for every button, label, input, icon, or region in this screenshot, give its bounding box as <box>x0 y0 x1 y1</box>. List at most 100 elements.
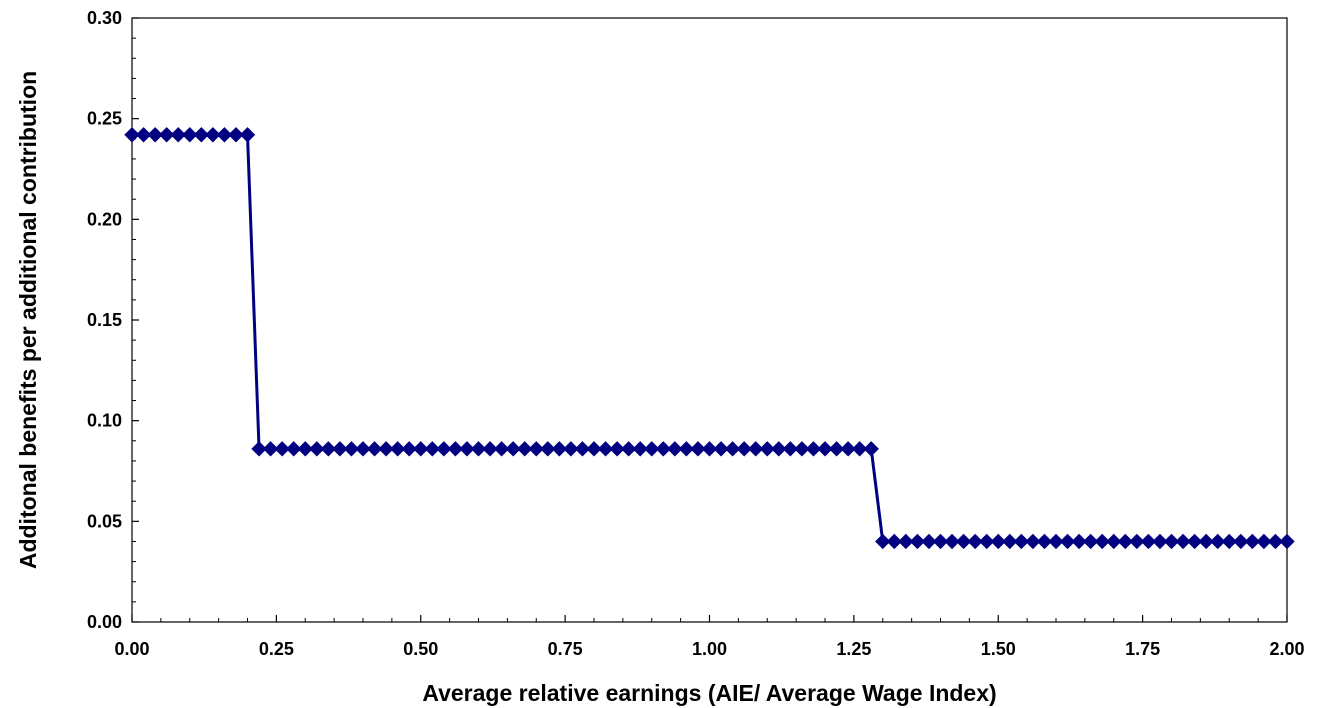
data-point-marker <box>563 441 579 457</box>
y-axis: 0.00 0.05 0.10 0.15 0.20 0.25 0.30 <box>87 8 139 632</box>
data-point-marker <box>898 533 914 550</box>
data-point-marker <box>932 533 949 550</box>
x-tick-label: 0.00 <box>114 639 149 659</box>
data-point-marker <box>1059 533 1076 550</box>
data-point-marker <box>967 533 983 550</box>
data-point-marker <box>366 441 383 457</box>
data-point-marker <box>424 441 441 457</box>
x-tick-label: 2.00 <box>1269 639 1304 659</box>
data-point-marker <box>459 441 475 457</box>
data-point-marker <box>309 441 325 457</box>
data-point-marker <box>182 127 198 143</box>
data-point-marker <box>505 441 521 457</box>
x-tick-label: 0.25 <box>259 639 294 659</box>
x-axis: 0.00 0.25 0.50 0.75 1.00 1.25 1.50 1.75 2.00 <box>114 615 1305 659</box>
data-point-marker <box>747 441 764 457</box>
data-point-marker <box>147 127 163 143</box>
x-axis-title: Average relative earnings (AIE/ Average … <box>422 680 996 706</box>
data-point-marker <box>1036 533 1053 550</box>
data-point-marker <box>528 441 544 457</box>
data-point-marker <box>470 441 487 457</box>
data-point-marker <box>216 127 233 143</box>
x-tick-label: 1.00 <box>692 639 727 659</box>
x-tick-label: 1.75 <box>1125 639 1160 659</box>
data-point-marker <box>436 441 452 457</box>
data-point-marker <box>1117 533 1134 550</box>
data-point-marker <box>262 441 279 457</box>
data-point-marker <box>482 441 498 457</box>
data-point-marker <box>863 441 879 457</box>
data-point-marker <box>1082 533 1099 550</box>
data-point-marker <box>1267 533 1284 550</box>
y-tick-label: 0.05 <box>87 511 122 531</box>
data-point-marker <box>516 441 533 457</box>
data-point-marker <box>1209 533 1226 550</box>
data-point-marker <box>205 127 221 143</box>
data-point-marker <box>840 441 856 457</box>
data-point-marker <box>1025 533 1041 550</box>
data-point-marker <box>1279 533 1295 550</box>
data-point-marker <box>1256 533 1272 550</box>
data-point-marker <box>285 441 302 457</box>
data-point-marker <box>228 127 244 143</box>
data-point-marker <box>320 441 337 457</box>
data-point-marker <box>355 441 371 457</box>
y-tick-label: 0.20 <box>87 209 122 229</box>
data-point-marker <box>690 441 706 457</box>
data-point-marker <box>805 441 822 457</box>
data-point-marker <box>1129 533 1145 550</box>
data-point-marker <box>1244 533 1261 550</box>
data-point-marker <box>401 441 417 457</box>
data-point-marker <box>239 127 256 143</box>
data-point-marker <box>978 533 995 550</box>
y-tick-label: 0.15 <box>87 310 122 330</box>
data-point-marker <box>124 127 140 143</box>
data-point-marker <box>332 441 348 457</box>
data-point-marker <box>667 441 683 457</box>
data-point-marker <box>493 441 510 457</box>
data-point-marker <box>586 441 602 457</box>
data-point-marker <box>1175 533 1191 550</box>
y-tick-label: 0.10 <box>87 411 122 431</box>
x-tick-label: 1.25 <box>836 639 871 659</box>
data-point-marker <box>724 441 741 457</box>
data-point-marker <box>551 441 568 457</box>
data-point-marker <box>817 441 833 457</box>
data-point-marker <box>609 441 625 457</box>
data-point-marker <box>597 441 614 457</box>
data-point-marker <box>1002 533 1018 550</box>
data-point-marker <box>1048 533 1064 550</box>
data-point-marker <box>135 127 152 143</box>
data-point-marker <box>158 127 175 143</box>
data-point-marker <box>1140 533 1157 550</box>
data-point-marker <box>678 441 695 457</box>
data-point-marker <box>574 441 591 457</box>
data-point-marker <box>447 441 464 457</box>
data-point-marker <box>655 441 672 457</box>
data-point-marker <box>620 441 637 457</box>
data-point-marker <box>701 441 718 457</box>
series-layer <box>124 127 1295 550</box>
x-tick-label: 0.75 <box>548 639 583 659</box>
data-point-marker <box>713 441 729 457</box>
data-point-marker <box>1186 533 1203 550</box>
data-point-marker <box>540 441 556 457</box>
plot-area <box>131 17 1288 623</box>
data-point-marker <box>875 533 891 550</box>
data-point-marker <box>736 441 752 457</box>
data-point-marker <box>343 441 360 457</box>
data-point-marker <box>413 441 429 457</box>
data-point-marker <box>251 441 267 457</box>
data-point-marker <box>389 441 406 457</box>
data-point-marker <box>170 127 186 143</box>
x-tick-label: 1.50 <box>981 639 1016 659</box>
data-point-marker <box>1106 533 1122 550</box>
data-point-marker <box>921 533 937 550</box>
y-tick-label: 0.00 <box>87 612 122 632</box>
data-point-marker <box>632 441 648 457</box>
data-point-marker <box>759 441 775 457</box>
data-point-marker <box>1094 533 1110 550</box>
data-point-marker <box>944 533 960 550</box>
y-axis-title: Additonal benefits per additional contri… <box>15 71 41 569</box>
data-point-marker <box>909 533 926 550</box>
